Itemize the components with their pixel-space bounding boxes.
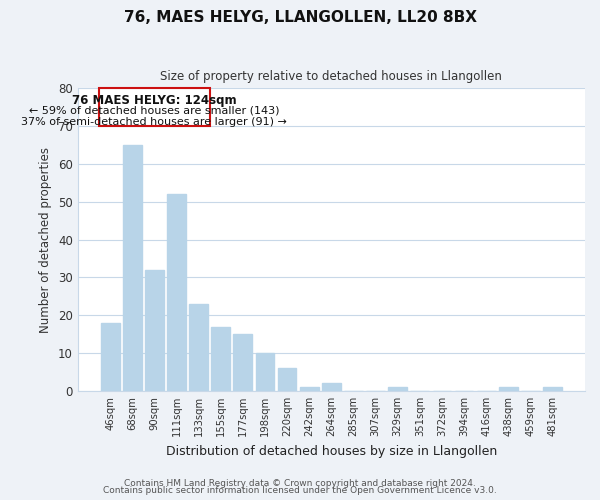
Bar — [211, 326, 230, 391]
Text: 76, MAES HELYG, LLANGOLLEN, LL20 8BX: 76, MAES HELYG, LLANGOLLEN, LL20 8BX — [124, 10, 476, 25]
Title: Size of property relative to detached houses in Llangollen: Size of property relative to detached ho… — [160, 70, 502, 83]
Text: Contains public sector information licensed under the Open Government Licence v3: Contains public sector information licen… — [103, 486, 497, 495]
Bar — [256, 353, 274, 391]
Bar — [233, 334, 252, 391]
Y-axis label: Number of detached properties: Number of detached properties — [40, 146, 52, 332]
Text: ← 59% of detached houses are smaller (143): ← 59% of detached houses are smaller (14… — [29, 106, 280, 116]
Text: 76 MAES HELYG: 124sqm: 76 MAES HELYG: 124sqm — [72, 94, 236, 107]
Bar — [101, 323, 119, 391]
Bar — [388, 387, 407, 391]
Bar — [322, 384, 341, 391]
Bar — [189, 304, 208, 391]
Bar — [543, 387, 562, 391]
X-axis label: Distribution of detached houses by size in Llangollen: Distribution of detached houses by size … — [166, 444, 497, 458]
Bar — [145, 270, 164, 391]
Text: 37% of semi-detached houses are larger (91) →: 37% of semi-detached houses are larger (… — [22, 116, 287, 126]
Bar — [123, 145, 142, 391]
Bar — [99, 88, 209, 126]
Bar — [499, 387, 518, 391]
Bar — [278, 368, 296, 391]
Bar — [167, 194, 186, 391]
Bar — [300, 387, 319, 391]
Text: Contains HM Land Registry data © Crown copyright and database right 2024.: Contains HM Land Registry data © Crown c… — [124, 478, 476, 488]
